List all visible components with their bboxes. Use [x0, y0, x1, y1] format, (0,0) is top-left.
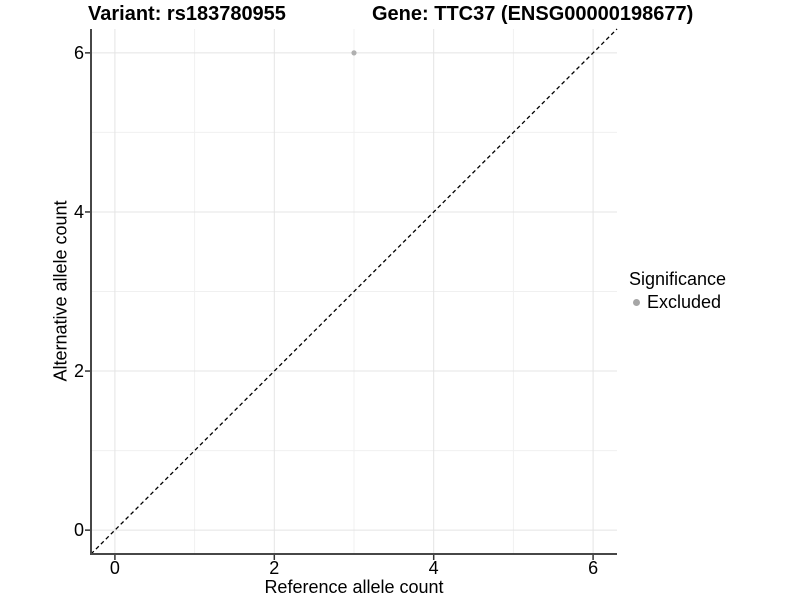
- data-point: [351, 50, 357, 56]
- legend-entry-excluded: Excluded: [633, 292, 726, 312]
- gene-title: Gene: TTC37 (ENSG00000198677): [372, 3, 694, 25]
- legend: Significance Excluded: [629, 269, 726, 312]
- y-tick-label: 4: [73, 201, 84, 222]
- y-tick-label: 0: [73, 520, 84, 541]
- x-tick-label: 4: [428, 558, 439, 578]
- variant-title: Variant: rs183780955: [88, 3, 286, 25]
- y-axis-title: Alternative allele count: [50, 200, 71, 382]
- y-tick-label: 6: [73, 42, 84, 63]
- legend-title: Significance: [629, 269, 727, 289]
- y-tick-label: 2: [73, 361, 84, 382]
- x-axis-title: Reference allele count: [264, 577, 444, 597]
- x-tick-label: 6: [588, 558, 599, 578]
- excluded-point-icon: [633, 298, 640, 306]
- x-tick-label: 2: [269, 558, 280, 578]
- legend-entry-label: Excluded: [647, 292, 722, 312]
- identity-line: [90, 28, 618, 555]
- x-tick-label: 0: [109, 558, 120, 578]
